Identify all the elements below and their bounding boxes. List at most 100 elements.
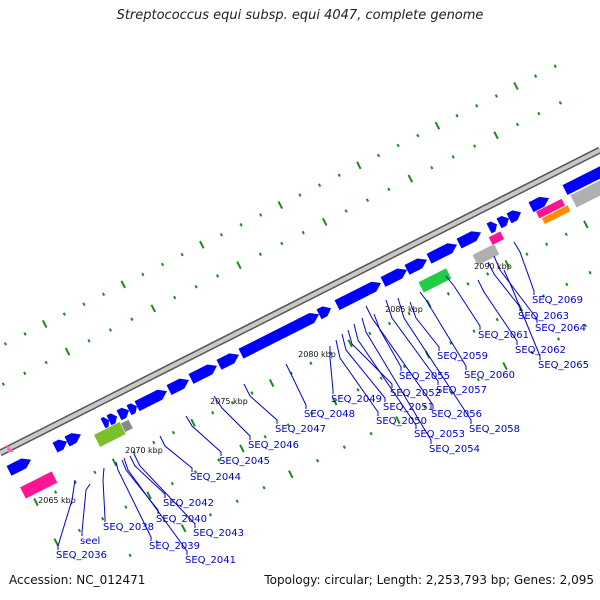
gc-skew-mark [23,332,27,336]
gc-skew-mark [194,284,198,289]
gc-skew-mark [301,230,305,235]
gc-skew-mark [173,295,177,300]
gc-skew-mark [101,292,106,297]
gc-skew-mark [101,516,105,521]
leader-line [81,483,91,536]
gc-skew-mark [180,252,184,257]
gc-skew-mark [504,260,510,269]
gene-label: SEQ_2052 [390,388,441,399]
gc-skew-mark [451,155,455,159]
leader-line [409,301,440,351]
cds-gene-arrow [316,306,332,320]
gc-skew-mark [542,294,546,298]
gc-skew-mark [525,252,529,256]
gc-skew-mark [486,272,490,276]
gene-label: SEQ_2042 [163,498,214,509]
leader-line [487,261,521,311]
gc-skew-mark [379,376,383,380]
gc-skew-mark [141,272,145,277]
gc-skew-mark [33,498,39,507]
scale-label: 2080 kbp [298,350,336,359]
gc-skew-mark [446,291,450,296]
gene-label: SEQ_2041 [185,555,236,566]
gene-label: SEQ_2064 [535,323,586,334]
cds-gene-arrow [334,281,382,311]
trna-gene-box [488,230,505,246]
gc-skew-mark [449,391,454,395]
gc-skew-mark [544,242,549,246]
gc-skew-mark [239,444,245,453]
gene-label: SEQ_2055 [399,371,450,382]
gene-label: SEQ_2047 [275,424,326,435]
leader-line [57,479,76,550]
gc-skew-mark [588,270,592,275]
scale-label: 2075 kbp [210,397,248,406]
gc-skew-mark [286,423,290,427]
gc-skew-mark [93,470,97,475]
cds-gene-arrow [188,364,218,384]
gc-skew-mark [155,540,159,544]
gc-skew-mark [3,342,7,346]
misc-feature-box [471,243,500,266]
gene-label: SEQ_2061 [478,330,529,341]
gc-skew-mark [356,388,360,392]
gc-skew-mark [208,512,213,517]
leader-line [347,329,393,388]
gc-skew-mark [259,213,263,217]
cds-gene-arrow [380,268,408,287]
gc-skew-mark [396,143,400,148]
cds-gene-arrow [100,416,110,429]
leader-line [102,467,106,522]
cds-gene-arrow [126,403,138,416]
cds-gene-arrow [496,215,510,229]
gc-skew-mark [466,282,470,286]
gc-skew-mark [476,377,480,382]
gc-skew-mark [277,200,284,210]
gc-skew-mark [82,302,86,306]
gc-skew-mark [217,458,221,462]
gc-skew-mark [239,223,243,227]
gc-skew-mark [1,382,5,386]
gc-skew-mark [288,470,294,479]
cds-gene-arrow [6,458,32,476]
gene-label: SEQ_2057 [436,385,487,396]
gc-skew-mark [473,144,477,148]
gc-skew-mark [416,133,420,138]
gc-skew-mark [23,371,27,376]
gc-skew-mark [332,397,338,406]
gc-skew-mark [268,379,275,388]
trna-gene-box [19,470,59,500]
gc-skew-mark [515,122,520,127]
gc-skew-mark [583,220,589,229]
gc-skew-mark [395,416,401,425]
gc-skew-mark [128,553,132,558]
leader-line [335,339,379,416]
gc-skew-mark [321,217,328,226]
gc-skew-mark [190,418,196,427]
gene-label: SEQ_2048 [304,409,355,420]
gc-skew-mark [108,328,112,332]
gc-skew-mark [502,361,508,371]
gc-skew-mark [120,280,126,289]
gc-skew-mark [64,347,71,356]
gc-skew-mark [513,81,519,91]
gene-label: SEQ_2069 [532,295,583,306]
gc-skew-mark [494,94,498,98]
gc-skew-mark [449,341,453,345]
scale-label: 2070 kbp [125,446,163,455]
accession-label: Accession: NC_012471 [9,573,146,587]
cds-gene-arrow [426,243,458,264]
gc-skew-mark [318,183,322,187]
leader-line [385,299,439,385]
leader-line [123,457,188,555]
gc-skew-mark [387,187,391,192]
leader-line [365,305,434,409]
gc-skew-mark [235,499,239,504]
gc-skew-mark [356,161,362,170]
leader-line [159,435,193,472]
gene-label: SEQ_2043 [193,528,244,539]
gc-skew-mark [387,321,392,326]
genome-backbone-inner [0,148,600,455]
rna-gene-box [417,267,452,294]
gc-skew-mark [258,252,262,257]
